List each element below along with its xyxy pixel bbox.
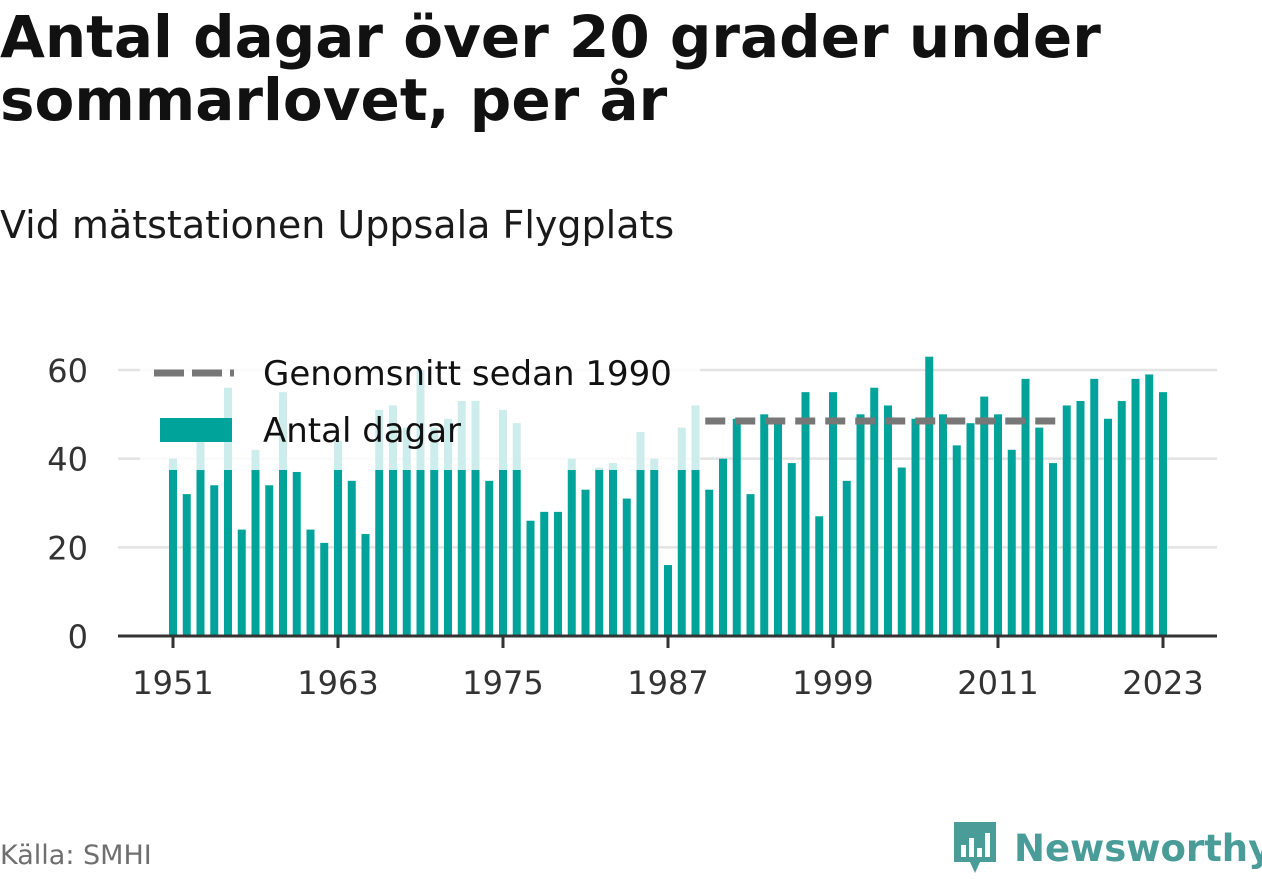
bar [237,529,246,636]
bar [430,427,439,636]
bar [609,463,617,636]
bar [292,471,301,636]
x-tick-label: 1999 [792,664,873,702]
bar [966,423,975,636]
y-tick-label: 60 [47,352,88,390]
bar [1117,401,1126,636]
bar [677,427,686,636]
bar [375,409,384,636]
bar [540,511,549,636]
bar [939,414,947,636]
bar [251,449,260,636]
newsworthy-logo: Newsworthy [950,818,1262,878]
bar [347,480,356,636]
bar [650,458,659,636]
bar [595,467,604,636]
x-tick-label: 1963 [297,664,378,702]
bar [485,480,494,636]
bar [1076,401,1085,636]
bar [581,489,590,636]
bar [952,445,961,636]
x-tick-label: 1987 [627,664,708,702]
chart-subtitle: Vid mätstationen Uppsala Flygplats [0,203,675,247]
bar [870,387,879,636]
legend: Genomsnitt sedan 1990 Antal dagar [140,345,700,470]
legend-bar-swatch [160,418,232,442]
bar [279,392,287,636]
legend-background [140,345,700,470]
bar [512,423,521,636]
bar [265,485,274,636]
bar [911,418,920,636]
bar [1090,378,1099,636]
source-note: Källa: SMHI [0,840,152,871]
bar [1104,418,1112,636]
bar [402,427,411,636]
bar [1145,374,1154,636]
bar [457,401,466,636]
bar [787,463,796,636]
bar [182,494,191,636]
x-tick-label: 2023 [1122,664,1203,702]
bar [829,392,837,636]
bar [320,542,329,636]
legend-bar-label: Antal dagar [263,411,461,451]
bar [815,516,824,636]
bar [210,485,219,636]
bar [746,494,755,636]
bar [774,423,782,636]
bars [169,356,1167,636]
brand-name: Newsworthy [1014,826,1262,870]
bar [1035,427,1044,636]
x-tick-label: 1975 [462,664,543,702]
bar [732,418,741,636]
chart-title: Antal dagar över 20 grader under sommarl… [0,3,1101,134]
bar [636,432,645,636]
bar [842,480,851,636]
bar [471,401,480,636]
bar [526,520,535,636]
bar [884,405,892,636]
bar [856,414,865,636]
bar [705,489,714,636]
bar-chart: 0 20 40 60 1951 1963 1975 1987 1999 2011 2023 Gen… [47,345,1217,702]
y-axis: 0 20 40 60 [47,352,88,656]
bar [1049,463,1057,636]
bar [1159,392,1167,636]
bar [196,440,205,636]
y-tick-label: 20 [47,529,88,567]
bar [719,458,727,636]
bar [567,458,576,636]
bar [925,356,934,636]
bar [389,405,397,636]
x-axis: 1951 1963 1975 1987 1999 2011 2023 [132,636,1204,702]
bar [760,414,769,636]
bar [554,511,562,636]
bar [1062,405,1071,636]
bar [306,529,315,636]
y-tick-label: 40 [47,441,88,479]
legend-avg-label: Genomsnitt sedan 1990 [263,354,672,394]
bar [691,405,700,636]
bar [1131,378,1140,636]
bar [361,534,370,636]
bar [416,370,425,636]
bar [1021,378,1030,636]
bar [334,440,342,636]
bar [664,565,672,636]
bar [224,387,232,636]
bar [897,467,906,636]
bar [1007,449,1016,636]
bar [801,392,810,636]
x-tick-label: 1951 [132,664,213,702]
bar [444,418,452,636]
x-tick-label: 2011 [957,664,1038,702]
bar [499,409,507,636]
bar [994,414,1002,636]
bar [622,498,631,636]
y-tick-label: 0 [68,618,88,656]
chart-logo-icon [954,822,996,873]
bar [980,396,989,636]
bar [169,458,177,636]
